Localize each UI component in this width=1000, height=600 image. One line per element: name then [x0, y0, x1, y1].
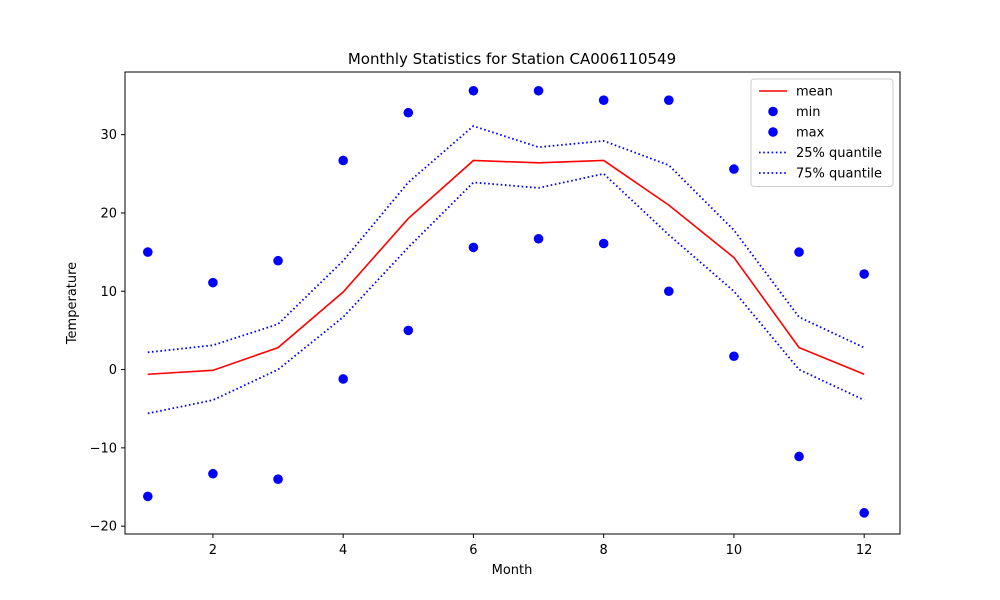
series-point-max: [403, 107, 414, 118]
plot-frame: [124, 71, 901, 535]
legend-swatch-min: [768, 106, 778, 117]
x-axis-ticks: 2 4 6 8 10 12: [209, 534, 873, 558]
series-point-max: [664, 95, 674, 105]
series-point-min: [273, 474, 283, 484]
legend-box: [750, 78, 894, 187]
plot-content: [142, 85, 869, 518]
legend-swatch-max: [768, 127, 778, 137]
y-tick-label: 20: [100, 206, 117, 221]
x-tick-label: 4: [339, 543, 347, 558]
series-point-min: [142, 491, 153, 502]
series-point-max: [273, 255, 283, 266]
legend: mean min max 25% quantile 75% quantile: [750, 78, 894, 187]
y-tick-label: 30: [100, 128, 117, 143]
series-point-max: [859, 269, 869, 279]
legend-label-25-quantile: 25% quantile: [796, 146, 882, 161]
x-axis-label: Month: [492, 563, 533, 578]
series-line-75-quantile: [147, 125, 865, 354]
series-point-max: [468, 85, 479, 96]
series-point-min: [403, 325, 414, 336]
y-tick-label: 0: [109, 363, 117, 378]
series-point-min: [468, 242, 479, 253]
y-axis-label: Temperature: [65, 262, 80, 345]
series-point-max: [598, 95, 609, 105]
series-point-max: [533, 85, 544, 96]
series-point-max: [338, 155, 348, 166]
series-point-min: [208, 468, 218, 479]
y-tick-label: −20: [90, 520, 117, 535]
legend-label-75-quantile: 75% quantile: [796, 167, 882, 182]
series-line-mean: [147, 159, 865, 376]
y-tick-label: −10: [90, 441, 117, 456]
series-point-min: [664, 286, 674, 297]
y-tick-label: 10: [100, 285, 117, 300]
y-axis-ticks: −20 −10 0 10 20 30: [90, 128, 125, 535]
x-tick-label: 6: [469, 543, 477, 558]
legend-label-max: max: [796, 126, 825, 141]
chart-title: Monthly Statistics for Station CA0061105…: [348, 50, 676, 68]
x-tick-label: 12: [856, 543, 873, 558]
series-point-min: [598, 238, 609, 249]
x-tick-label: 2: [209, 543, 217, 558]
legend-label-mean: mean: [796, 85, 833, 100]
x-tick-label: 8: [600, 543, 608, 558]
x-tick-label: 10: [726, 543, 743, 558]
series-point-min: [794, 451, 804, 462]
series-point-max: [208, 277, 218, 288]
series-point-max: [794, 247, 804, 257]
series-line-25-quantile: [147, 172, 865, 415]
legend-label-min: min: [796, 105, 821, 120]
series-point-min: [533, 233, 544, 244]
series-point-min: [859, 508, 869, 518]
series-point-min: [338, 374, 348, 384]
series-point-min: [729, 351, 739, 362]
series-point-max: [729, 164, 739, 174]
series-point-max: [142, 247, 153, 257]
